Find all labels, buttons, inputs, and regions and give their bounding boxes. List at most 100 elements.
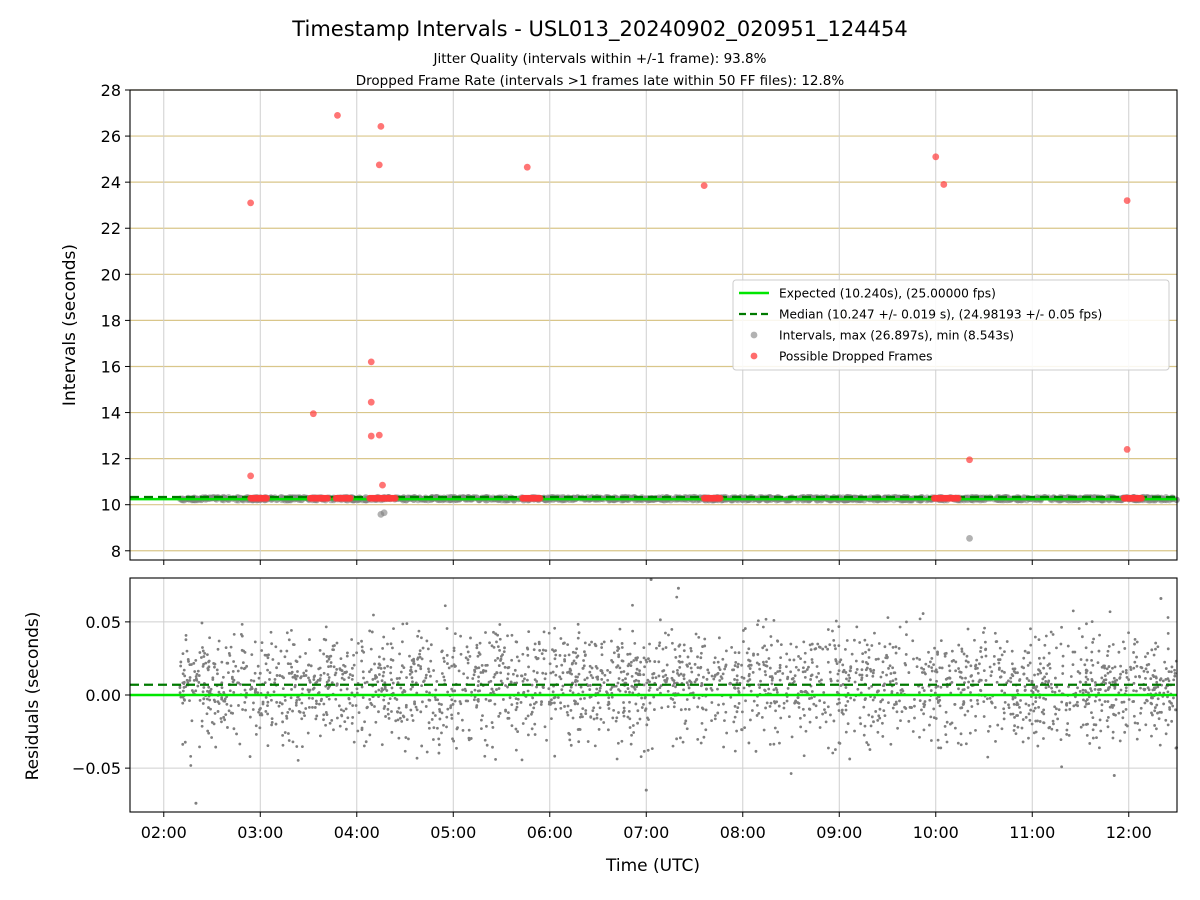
residual-point	[567, 670, 571, 674]
residual-point	[325, 655, 329, 658]
residual-point	[577, 631, 581, 635]
residual-point	[987, 729, 990, 733]
residual-point	[339, 688, 343, 692]
residual-point	[391, 681, 395, 685]
residual-point	[1133, 660, 1137, 664]
residual-point	[182, 698, 186, 701]
dropped-frame-point	[377, 123, 385, 130]
residual-point	[1172, 678, 1176, 682]
residual-point	[747, 647, 751, 651]
residual-point	[581, 666, 585, 670]
residual-point	[957, 667, 960, 670]
residual-point	[629, 742, 633, 746]
residual-point	[1003, 691, 1007, 695]
residual-point	[1164, 667, 1168, 670]
residual-point	[932, 663, 936, 667]
residual-point	[923, 700, 927, 703]
residual-point	[239, 683, 242, 686]
residual-point	[440, 711, 444, 715]
residual-point	[1071, 663, 1075, 667]
residual-point	[833, 748, 837, 751]
residual-point	[325, 659, 329, 663]
residual-point	[656, 688, 659, 691]
residual-point	[988, 725, 992, 728]
residual-point	[832, 719, 836, 723]
residual-point	[1000, 669, 1004, 673]
residual-point	[312, 678, 316, 681]
residual-point	[1151, 673, 1155, 677]
residual-point	[688, 662, 691, 666]
residual-point	[877, 642, 881, 645]
residual-point	[420, 744, 424, 748]
residual-point	[1023, 649, 1027, 653]
residual-point	[636, 709, 640, 713]
residual-point	[913, 704, 916, 708]
residual-point	[295, 745, 299, 748]
residual-point	[865, 741, 869, 744]
residual-point	[637, 679, 641, 683]
residual-point	[348, 673, 352, 676]
intervals-y-tick-label: 28	[101, 81, 121, 100]
residual-point	[400, 640, 404, 644]
residual-point	[342, 709, 346, 713]
residual-point	[881, 698, 884, 702]
residual-point	[450, 713, 454, 717]
residual-point	[1164, 677, 1168, 681]
residual-point	[610, 695, 614, 699]
residual-point	[714, 714, 717, 717]
residual-point	[1084, 680, 1088, 684]
residual-point	[469, 737, 473, 740]
residual-point	[683, 722, 687, 725]
residual-point	[1061, 664, 1065, 668]
residual-point	[425, 750, 429, 754]
residual-point	[540, 700, 544, 704]
residual-point	[570, 662, 574, 666]
residual-point	[622, 714, 626, 718]
residual-point	[330, 681, 334, 685]
residual-point	[877, 714, 881, 718]
residual-point	[521, 722, 525, 725]
residual-point	[778, 666, 782, 670]
residual-point	[514, 748, 518, 752]
residual-point	[826, 660, 830, 664]
residual-point	[924, 662, 928, 666]
residual-point	[183, 674, 187, 678]
residual-point	[308, 638, 311, 641]
residual-point	[737, 702, 741, 705]
residual-point	[1084, 689, 1087, 692]
residual-point	[484, 631, 487, 634]
residual-point	[878, 716, 882, 720]
residual-point	[761, 660, 765, 664]
residual-point	[227, 652, 231, 655]
residual-point	[380, 679, 384, 683]
residual-point	[368, 698, 372, 701]
legend-intervals-swatch	[750, 331, 758, 339]
residual-point	[457, 669, 461, 673]
residual-point	[298, 710, 302, 714]
residual-point	[891, 645, 895, 649]
residual-point	[1078, 690, 1082, 693]
residual-point	[767, 687, 771, 691]
residual-point	[516, 730, 520, 733]
residual-point	[765, 701, 769, 705]
residual-point	[340, 669, 344, 672]
residual-point	[1103, 674, 1107, 678]
residual-point	[799, 725, 803, 729]
residual-point	[511, 672, 515, 676]
residual-point	[945, 740, 949, 744]
residual-point	[421, 700, 424, 704]
residual-point	[812, 702, 816, 706]
residual-point	[411, 685, 414, 689]
residual-point	[1005, 640, 1009, 643]
residual-point	[1120, 700, 1124, 704]
residual-point	[491, 690, 495, 694]
residual-point	[499, 657, 503, 661]
residual-point	[559, 706, 563, 710]
residual-point	[311, 696, 314, 700]
residual-point	[583, 641, 587, 645]
residual-point	[315, 702, 318, 705]
residual-point	[360, 639, 363, 643]
residual-point	[745, 651, 749, 655]
residual-point	[796, 696, 800, 699]
residual-point	[817, 680, 821, 683]
